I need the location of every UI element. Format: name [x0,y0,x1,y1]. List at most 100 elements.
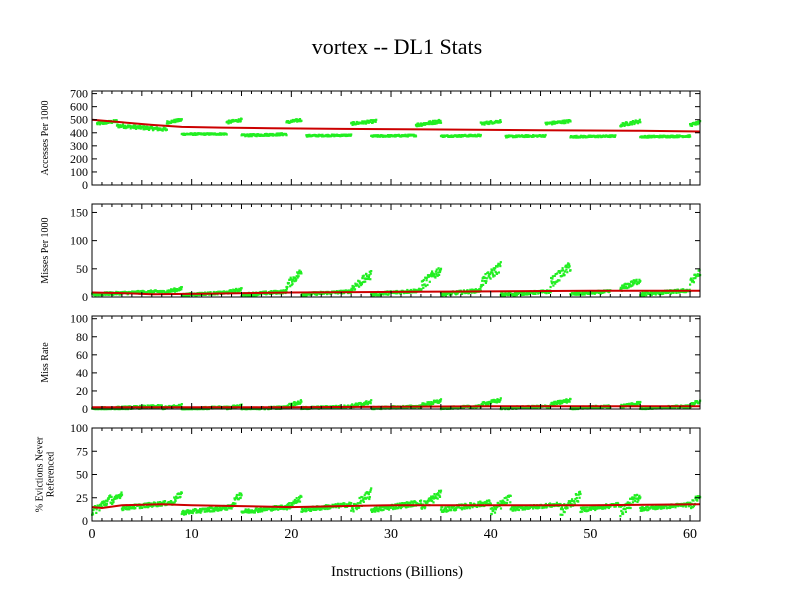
green-point [288,278,291,281]
green-point [149,289,152,292]
green-point [457,135,460,138]
green-point [102,501,105,504]
green-point [515,294,518,297]
green-point [439,121,443,124]
green-point [594,406,597,409]
green-point [369,278,372,281]
green-point [432,402,435,405]
green-point [352,508,355,511]
green-point [309,509,313,512]
green-point [643,136,646,139]
green-point [439,269,442,272]
green-point [689,283,692,286]
green-point [184,513,187,516]
green-point [496,120,499,123]
green-point [161,291,164,294]
green-point [165,128,168,131]
green-point [151,126,154,129]
green-point [438,270,442,274]
green-point [504,292,507,295]
green-point [370,292,373,295]
green-point [188,293,192,296]
green-point [211,510,214,513]
green-point [296,276,299,279]
y-tick-label: 60 [76,348,88,362]
green-point [352,285,356,288]
green-point [360,281,363,284]
green-point [315,508,318,511]
green-point [526,291,529,294]
green-point [286,504,289,507]
green-point [114,497,117,500]
green-point [450,134,453,137]
green-point [493,269,496,272]
green-point [552,284,555,287]
green-point [364,277,367,280]
green-point [112,293,115,296]
green-point [639,121,642,124]
green-point [498,120,501,123]
y-axis-label: Accesses Per 1000 [40,101,51,176]
green-point [636,403,639,406]
green-point [432,119,435,122]
green-point [170,501,173,504]
green-point [179,404,182,407]
green-point [215,507,218,510]
green-point [295,275,298,278]
green-point [479,287,482,291]
green-point [692,277,695,280]
green-point [297,275,300,278]
green-point [578,291,581,294]
green-point [355,508,358,511]
green-point [262,508,265,511]
green-point [551,120,554,123]
green-point [233,498,237,501]
green-point [146,502,149,505]
green-point [253,294,256,297]
green-point [296,271,299,274]
green-point [326,292,329,295]
green-point [144,506,147,509]
green-point [362,122,365,125]
green-point [236,496,239,499]
green-point [636,283,639,286]
green-point [550,276,553,280]
green-point [100,502,103,505]
green-series [91,397,702,411]
green-point [488,122,491,125]
green-point [640,294,643,297]
green-point [304,506,307,509]
green-point [369,272,372,275]
green-point [291,282,294,286]
green-point [576,291,579,294]
green-point [286,285,289,289]
green-point [491,273,494,276]
green-point [489,271,493,274]
green-point [439,267,443,270]
green-point [119,496,122,500]
green-point [634,121,637,124]
green-point [691,402,695,405]
green-point [95,511,98,514]
y-tick-label: 0 [82,178,88,192]
green-point [496,264,500,267]
green-point [120,293,123,296]
green-point [206,510,209,513]
green-point [526,406,529,409]
green-point [603,291,606,294]
green-point [259,508,262,512]
green-point [146,291,149,294]
green-point [645,294,648,297]
green-point [427,275,430,278]
green-point [188,512,191,515]
green-point [315,293,319,296]
green-point [498,263,501,266]
green-point [694,277,697,280]
green-point [494,399,497,402]
green-point [240,287,243,290]
green-point [364,403,367,406]
green-point [299,270,302,273]
green-point [660,134,663,137]
green-point [635,278,638,281]
green-point [693,402,696,405]
